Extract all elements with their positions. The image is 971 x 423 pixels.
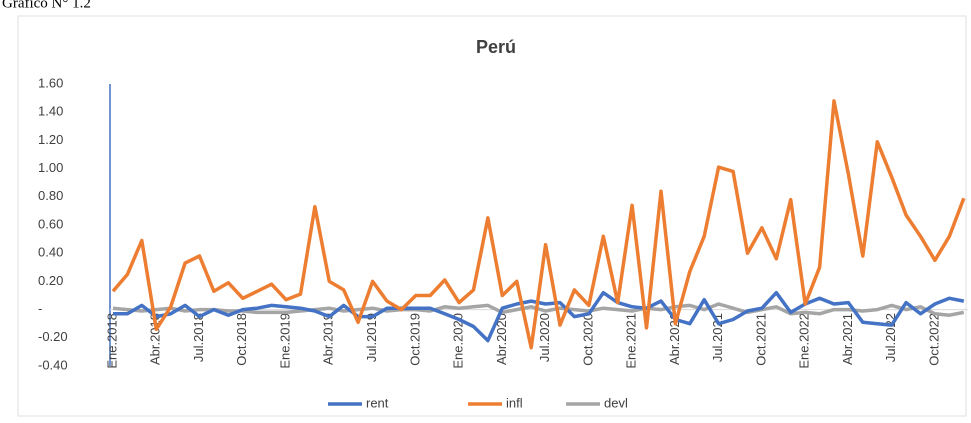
chart-frame bbox=[17, 15, 967, 417]
x-tick-label: Jul.2020 bbox=[537, 313, 552, 362]
x-tick-label: Ene.2019 bbox=[277, 313, 292, 369]
x-tick-label: Oct.2021 bbox=[753, 313, 768, 366]
x-tick-label: Ene.2021 bbox=[624, 313, 639, 369]
legend-label: rent bbox=[366, 395, 389, 410]
chart-title: Perú bbox=[476, 37, 516, 57]
y-tick-label: 0.60 bbox=[38, 216, 63, 231]
x-tick-label: Jul.2019 bbox=[364, 313, 379, 362]
y-tick-label: -0.20 bbox=[38, 329, 68, 344]
x-tick-label: Abr.2020 bbox=[494, 313, 509, 365]
x-tick-label: Oct.2020 bbox=[580, 313, 595, 366]
x-tick-label: Abr.2019 bbox=[321, 313, 336, 365]
x-tick-label: Oct.2022 bbox=[926, 313, 941, 366]
y-tick-label: 1.60 bbox=[38, 75, 63, 90]
x-tick-label: Ene.2022 bbox=[797, 313, 812, 369]
y-tick-label: -0.40 bbox=[38, 357, 68, 372]
y-tick-label: - bbox=[38, 301, 42, 316]
legend-label: devl bbox=[604, 395, 628, 410]
x-tick-label: Abr.2021 bbox=[667, 313, 682, 365]
y-tick-label: 0.20 bbox=[38, 273, 63, 288]
y-tick-label: 0.40 bbox=[38, 245, 63, 260]
series-line bbox=[112, 302, 965, 317]
series-line bbox=[111, 99, 966, 350]
x-tick-label: Oct.2019 bbox=[407, 313, 422, 366]
x-tick-label: Ene.2020 bbox=[451, 313, 466, 369]
x-tick-label: Jul.2018 bbox=[191, 313, 206, 362]
caption: Gráfico N° 1.2 bbox=[2, 0, 91, 11]
y-tick-label: 1.40 bbox=[38, 104, 63, 119]
y-tick-label: 1.00 bbox=[38, 160, 63, 175]
legend-label: infl bbox=[506, 395, 523, 410]
y-tick-label: 0.80 bbox=[38, 188, 63, 203]
y-tick-label: 1.20 bbox=[38, 132, 63, 147]
x-tick-label: Oct.2018 bbox=[234, 313, 249, 366]
x-tick-label: Jul.2021 bbox=[710, 313, 725, 362]
x-tick-label: Abr.2021 bbox=[840, 313, 855, 365]
x-tick-label: Ene.2018 bbox=[104, 313, 119, 369]
